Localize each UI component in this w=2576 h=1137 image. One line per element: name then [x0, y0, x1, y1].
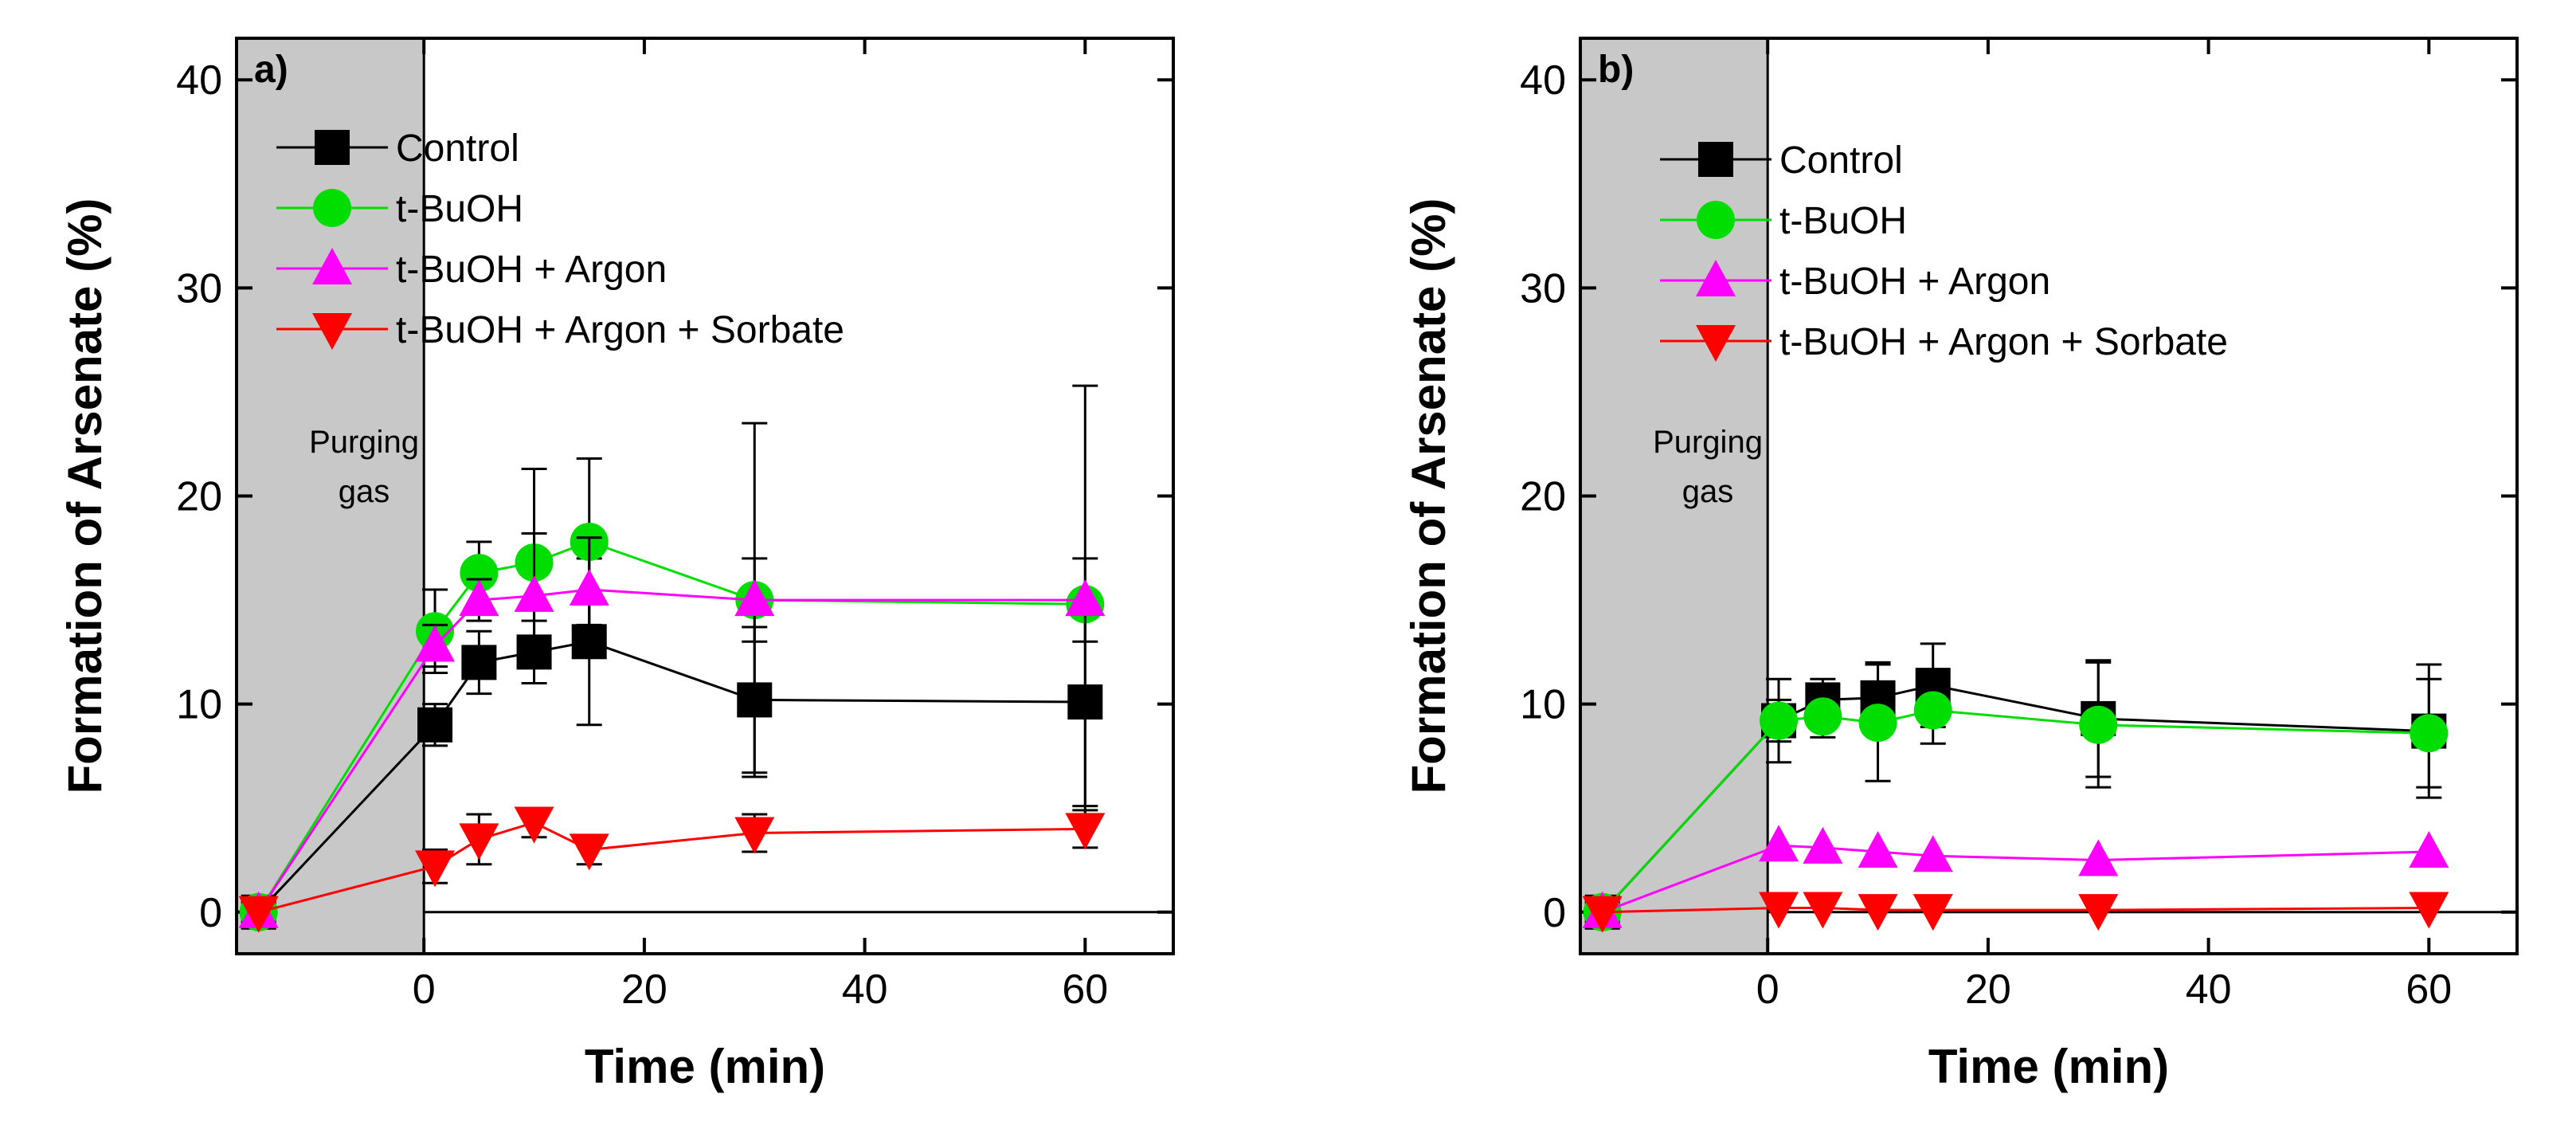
- purging-region: [1580, 38, 1768, 954]
- data-point: [2409, 831, 2449, 868]
- y-tick-label: 40: [176, 57, 222, 104]
- data-point: [1803, 826, 1843, 864]
- y-tick-label: 30: [176, 265, 222, 312]
- data-point: [2079, 705, 2118, 744]
- data-point: [1065, 813, 1106, 850]
- purging-gas-label: gas: [339, 474, 390, 509]
- data-point: [415, 850, 456, 888]
- data-point: [2078, 839, 2119, 876]
- legend-marker: [315, 130, 350, 165]
- legend-item: t-BuOH + Argon + Sorbate: [276, 309, 844, 351]
- panel-a: Purging gas 0 10 20 30 40 0 20 40 60 Time (min) Form…: [58, 37, 1175, 1093]
- x-tick-label: 40: [2186, 966, 2232, 1013]
- x-axis-title: Time (min): [585, 1040, 825, 1093]
- series-t-buoh-argon: [238, 532, 1106, 928]
- purging-gas-label: gas: [1682, 474, 1734, 509]
- y-tick-label: 30: [1520, 265, 1566, 312]
- data-point: [514, 574, 554, 612]
- y-tick-label: 20: [1520, 474, 1566, 520]
- legend-item: Control: [276, 127, 519, 170]
- legend-label: t-BuOH + Argon: [396, 249, 667, 291]
- y-tick-label: 0: [199, 890, 222, 936]
- data-point: [2409, 892, 2449, 929]
- legend-label: Control: [1779, 139, 1903, 182]
- data-point: [2410, 714, 2449, 753]
- data-point: [459, 823, 499, 861]
- data-point: [569, 833, 609, 871]
- x-tick-label: 20: [621, 966, 667, 1013]
- y-tick-label: 10: [176, 682, 222, 728]
- y-axis-title: Formation of Arsenate (%): [58, 198, 112, 794]
- x-tick-label: 0: [1756, 966, 1779, 1013]
- legend-marker: [1696, 325, 1736, 362]
- data-point: [461, 645, 497, 680]
- data-point: [1858, 831, 1898, 868]
- data-point: [460, 554, 499, 593]
- y-tick-label: 0: [1543, 890, 1566, 936]
- legend-label: t-BuOH: [1779, 200, 1907, 242]
- data-point: [1759, 892, 1799, 929]
- legend-label: t-BuOH: [396, 188, 523, 230]
- legend-label: t-BuOH + Argon + Sorbate: [396, 309, 844, 351]
- legend-item: t-BuOH: [1660, 200, 1907, 242]
- data-point: [238, 896, 279, 933]
- legend-marker: [1698, 142, 1733, 177]
- data-point: [1912, 835, 1953, 872]
- legend-marker: [312, 313, 352, 350]
- legend-marker: [1696, 260, 1736, 296]
- x-tick-label: 60: [2406, 966, 2452, 1013]
- data-point: [1582, 896, 1623, 933]
- data-point: [1912, 894, 1953, 931]
- purging-gas-label: Purging: [309, 425, 419, 460]
- legend-item: Control: [1660, 139, 1903, 182]
- data-point: [1803, 892, 1843, 929]
- x-tick-label: 40: [842, 966, 888, 1013]
- y-axis-title: Formation of Arsenate (%): [1402, 198, 1455, 794]
- data-point: [2078, 894, 2119, 931]
- series-t-buoh-argon: [1582, 825, 2449, 928]
- y-tick-label: 40: [1520, 57, 1566, 104]
- legend-marker: [313, 189, 351, 227]
- legend-item: t-BuOH + Argon: [276, 248, 667, 291]
- data-point: [1803, 697, 1842, 736]
- purging-gas-label: Purging: [1653, 425, 1763, 460]
- y-tick-label: 20: [176, 474, 222, 520]
- x-tick-label: 0: [413, 966, 436, 1013]
- data-point: [417, 707, 453, 743]
- data-point: [1760, 701, 1799, 740]
- x-tick-label: 60: [1062, 966, 1108, 1013]
- data-point: [1858, 894, 1898, 931]
- legend-label: Control: [396, 127, 519, 170]
- data-point: [1913, 691, 1952, 730]
- data-point: [1759, 825, 1799, 862]
- y-tick-label: 10: [1520, 682, 1566, 728]
- data-point: [514, 806, 554, 844]
- legend-item: t-BuOH + Argon + Sorbate: [1660, 321, 2228, 363]
- legend-marker: [1697, 201, 1735, 239]
- data-point: [569, 569, 609, 606]
- series-t-buoh-argon-sorbate: [1582, 892, 2449, 933]
- panel-label: a): [254, 49, 288, 91]
- legend-item: t-BuOH: [276, 188, 523, 230]
- data-point: [415, 625, 456, 662]
- data-point: [1858, 704, 1897, 743]
- legend-label: t-BuOH + Argon + Sorbate: [1779, 321, 2228, 363]
- legend-marker: [312, 248, 352, 284]
- purging-region: [237, 38, 425, 954]
- panel-b: Purging gas 0 10 20 30 40 0 20 40 60 Time (min) Form…: [1402, 37, 2519, 1093]
- data-point: [734, 579, 775, 617]
- x-axis-title: Time (min): [1928, 1040, 2169, 1093]
- data-point: [459, 579, 499, 617]
- data-point: [734, 817, 775, 854]
- series-t-buoh-argon-sorbate: [238, 806, 1106, 933]
- legend-item: t-BuOH + Argon: [1660, 260, 2050, 303]
- legend-label: t-BuOH + Argon: [1779, 261, 2050, 303]
- data-point: [1065, 579, 1106, 617]
- panel-label: b): [1598, 49, 1634, 91]
- x-tick-label: 20: [1965, 966, 2011, 1013]
